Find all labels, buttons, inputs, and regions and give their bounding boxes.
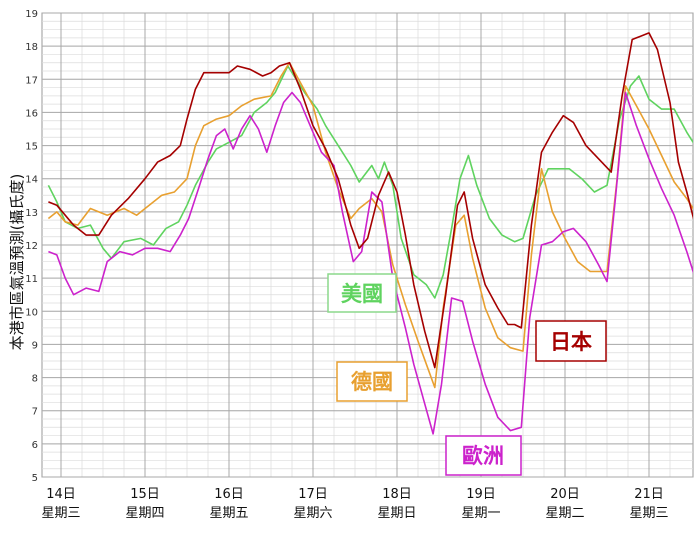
legend-usa-box <box>327 273 397 313</box>
y-tick-label: 11 <box>25 274 38 285</box>
y-tick-label: 8 <box>32 374 38 385</box>
x-tick-weekday: 星期三 <box>629 506 668 521</box>
legend-germany: 德國 <box>336 361 408 402</box>
series-lines <box>47 32 693 435</box>
y-tick-label: 12 <box>25 241 38 252</box>
y-tick-label: 5 <box>32 473 38 484</box>
x-tick-date: 16日 <box>214 487 244 502</box>
x-tick-date: 18日 <box>382 487 412 502</box>
x-tick-weekday: 星期六 <box>293 506 332 521</box>
y-tick-label: 9 <box>32 340 38 351</box>
y-tick-label: 17 <box>25 75 38 86</box>
x-tick-weekday: 星期日 <box>377 506 416 521</box>
x-tick-date: 14日 <box>46 487 76 502</box>
x-tick-weekday: 星期三 <box>41 506 80 521</box>
legend-europe: 歐洲 <box>445 435 522 476</box>
legend-japan-box <box>535 320 607 362</box>
legend-usa: 美國 <box>327 273 397 313</box>
y-tick-label: 7 <box>32 407 38 418</box>
legend-japan-label: 日本 <box>550 330 592 354</box>
y-tick-label: 16 <box>25 108 38 119</box>
series-line-2 <box>48 91 693 435</box>
x-tick-date: 15日 <box>130 487 160 502</box>
y-tick-label: 13 <box>25 208 38 219</box>
x-tick-date: 21日 <box>634 487 664 502</box>
x-tick-date: 20日 <box>550 487 580 502</box>
legend-germany-label: 德國 <box>351 370 393 394</box>
legend-japan: 日本 <box>535 320 607 362</box>
y-axis-ticks: 5 6 7 8 9 10 11 12 13 14 15 16 17 18 19 <box>25 9 38 484</box>
y-tick-label: 10 <box>25 307 38 318</box>
y-axis-label: 本港市區氣溫預測(攝氏度) <box>8 174 26 351</box>
y-tick-label: 15 <box>25 142 38 153</box>
x-tick-date: 19日 <box>466 487 496 502</box>
y-tick-label: 18 <box>25 42 38 53</box>
legend-usa-label: 美國 <box>341 282 383 306</box>
legend-germany-box <box>336 361 408 402</box>
series-line-3 <box>48 32 693 369</box>
x-tick-weekday: 星期二 <box>545 506 584 521</box>
y-tick-label: 14 <box>25 175 38 186</box>
y-tick-label: 6 <box>32 440 38 451</box>
x-tick-weekday: 星期五 <box>209 506 248 521</box>
x-tick-weekday: 星期一 <box>461 506 500 521</box>
series-line-0 <box>47 65 693 299</box>
legend-europe-label: 歐洲 <box>462 444 504 468</box>
legend-europe-box <box>445 435 522 476</box>
x-tick-weekday: 星期四 <box>125 506 164 521</box>
x-tick-date: 17日 <box>298 487 328 502</box>
y-tick-label: 19 <box>25 9 38 20</box>
series-line-1 <box>47 61 693 389</box>
grid <box>41 12 694 478</box>
